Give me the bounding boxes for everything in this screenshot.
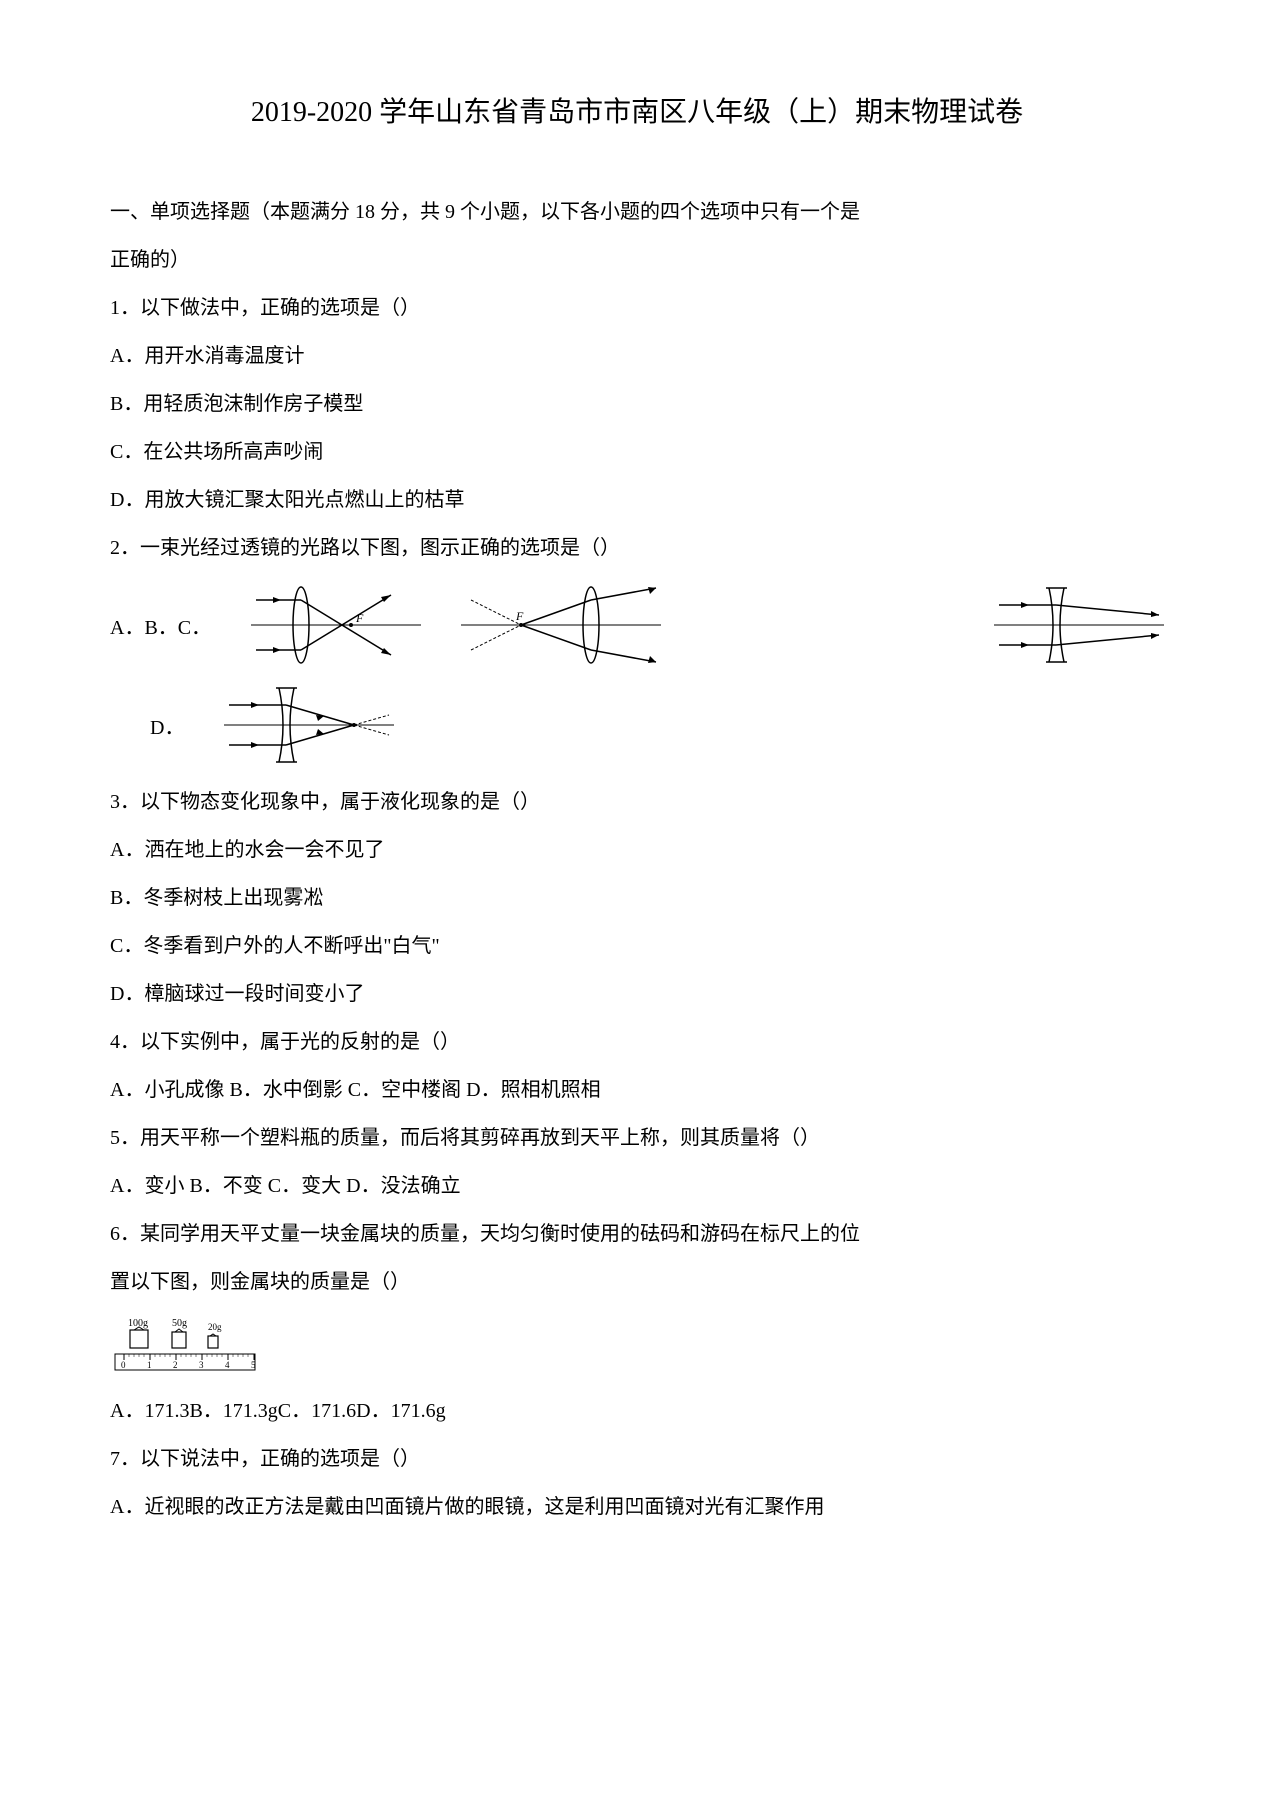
scale-5: 5 <box>251 1360 256 1370</box>
scale-0: 0 <box>121 1360 126 1370</box>
scale-3: 3 <box>199 1360 204 1370</box>
q3-option-c: C．冬季看到户外的人不断呼出"白气" <box>110 924 1164 968</box>
q2-diagram-row1: A．B．C． F F <box>110 580 1164 670</box>
q6-text-line2: 置以下图，则金属块的质量是（） <box>110 1260 1164 1304</box>
q3-option-a: A．洒在地上的水会一会不见了 <box>110 828 1164 872</box>
q5-text: 5．用天平称一个塑料瓶的质量，而后将其剪碎再放到天平上称，则其质量将（） <box>110 1116 1164 1160</box>
scale-ticks <box>124 1354 254 1360</box>
q1-text: 1．以下做法中，正确的选项是（） <box>110 286 1164 330</box>
scale-4: 4 <box>225 1360 230 1370</box>
q2-label-abc: A．B．C． <box>110 611 211 640</box>
balance-diagram: 100g 50g 20g <box>110 1314 1164 1379</box>
section-header-line2: 正确的） <box>110 238 1164 282</box>
q1-option-a: A．用开水消毒温度计 <box>110 334 1164 378</box>
exam-title: 2019-2020 学年山东省青岛市市南区八年级（上）期末物理试卷 <box>110 90 1164 130</box>
q3-text: 3．以下物态变化现象中，属于液化现象的是（） <box>110 780 1164 824</box>
q6-text-line1: 6．某同学用天平丈量一块金属块的质量，天均匀衡时使用的砝码和游码在标尺上的位 <box>110 1212 1164 1256</box>
weight-50g-label: 50g <box>172 1318 187 1329</box>
q4-options: A．小孔成像 B．水中倒影 C．空中楼阁 D．照相机照相 <box>110 1068 1164 1112</box>
q2-diagram-row2: D． <box>150 680 1164 770</box>
q3-option-b: B．冬季树枝上出现雾凇 <box>110 876 1164 920</box>
q1-option-c: C．在公共场所高声吵闹 <box>110 430 1164 474</box>
scale-1: 1 <box>147 1360 152 1370</box>
weight-20g-label: 20g <box>208 1322 222 1332</box>
q6-options: A．171.3B．171.3gC．171.6D．171.6g <box>110 1389 1164 1433</box>
lens-diagram-b: F <box>461 580 661 670</box>
svg-text:F: F <box>515 609 524 623</box>
q1-option-b: B．用轻质泡沫制作房子模型 <box>110 382 1164 426</box>
q7-text: 7．以下说法中，正确的选项是（） <box>110 1437 1164 1481</box>
scale-2: 2 <box>173 1360 178 1370</box>
svg-text:F: F <box>355 611 364 625</box>
lens-diagram-a: F <box>251 580 421 670</box>
lens-diagram-c <box>994 580 1164 670</box>
q4-text: 4．以下实例中，属于光的反射的是（） <box>110 1020 1164 1064</box>
q2-label-d: D． <box>150 711 184 740</box>
q3-option-d: D．樟脑球过一段时间变小了 <box>110 972 1164 1016</box>
lens-diagram-d <box>224 680 394 770</box>
q1-option-d: D．用放大镜汇聚太阳光点燃山上的枯草 <box>110 478 1164 522</box>
q7-option-a: A．近视眼的改正方法是戴由凹面镜片做的眼镜，这是利用凹面镜对光有汇聚作用 <box>110 1485 1164 1529</box>
q5-options: A．变小 B．不变 C．变大 D．没法确立 <box>110 1164 1164 1208</box>
q2-text: 2．一束光经过透镜的光路以下图，图示正确的选项是（） <box>110 526 1164 570</box>
section-header-line1: 一、单项选择题（本题满分 18 分，共 9 个小题，以下各小题的四个选项中只有一… <box>110 190 1164 234</box>
